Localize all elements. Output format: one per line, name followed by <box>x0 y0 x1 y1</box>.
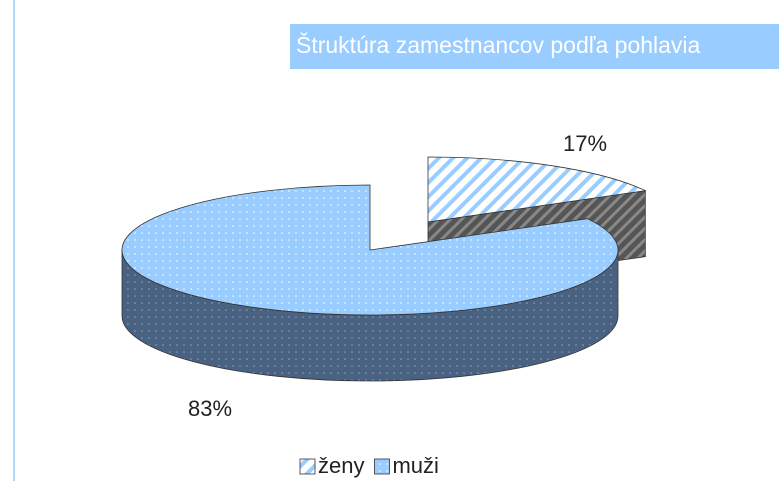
data-label: 83% <box>188 396 232 421</box>
chart-title: Štruktúra zamestnancov podľa pohlavia <box>296 31 701 58</box>
title-box <box>290 24 779 69</box>
data-label: 17% <box>563 131 607 156</box>
legend-swatch <box>299 458 316 475</box>
slice-top <box>121 184 619 316</box>
slice-top <box>427 156 647 223</box>
legend-label: ženy <box>318 453 364 478</box>
legend-label: muži <box>392 453 438 478</box>
legend-swatch <box>374 458 390 475</box>
